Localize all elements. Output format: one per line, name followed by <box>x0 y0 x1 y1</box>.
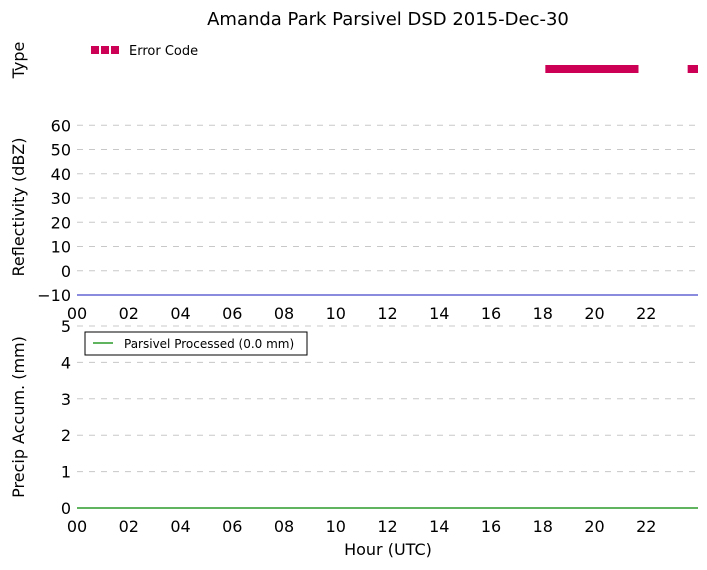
y-tick-label: 30 <box>51 189 71 208</box>
x-tick-label: 00 <box>67 517 87 536</box>
y-tick-label: 0 <box>61 499 71 518</box>
y-tick-label: −10 <box>37 286 71 305</box>
x-tick-label: 12 <box>377 304 397 323</box>
y-tick-label: 20 <box>51 213 71 232</box>
error-legend-swatch <box>111 46 119 54</box>
x-tick-label: 06 <box>222 304 242 323</box>
y-tick-label: 0 <box>61 262 71 281</box>
error-legend-swatch <box>101 46 109 54</box>
y-tick-label: 50 <box>51 141 71 160</box>
x-tick-label: 14 <box>429 517 449 536</box>
x-tick-label: 06 <box>222 517 242 536</box>
x-tick-label: 00 <box>67 304 87 323</box>
y-tick-label: 60 <box>51 116 71 135</box>
error-code-bar <box>687 65 698 73</box>
y-tick-label: 5 <box>61 317 71 336</box>
type-panel: Type Error Code <box>9 42 698 80</box>
error-code-bars <box>545 65 698 73</box>
y-tick-label: 1 <box>61 463 71 482</box>
precip-legend: Parsivel Processed (0.0 mm) <box>84 331 308 356</box>
x-tick-label: 20 <box>584 517 604 536</box>
x-tick-label: 18 <box>533 517 553 536</box>
reflectivity-y-ticks: 60 50 40 30 20 10 0 −10 <box>37 116 71 305</box>
reflectivity-grid <box>77 124 698 296</box>
precip-ylabel: Precip Accum. (mm) <box>9 336 28 498</box>
error-legend-swatch <box>91 46 99 54</box>
precip-legend-box <box>84 331 308 356</box>
x-tick-label: 18 <box>533 304 553 323</box>
x-tick-label: 22 <box>636 517 656 536</box>
x-tick-label: 04 <box>170 517 190 536</box>
x-tick-label: 10 <box>326 304 346 323</box>
reflectivity-x-ticks: 00 02 04 06 08 10 12 14 16 18 20 22 <box>67 304 657 323</box>
precip-legend-label: Parsivel Processed (0.0 mm) <box>124 337 294 351</box>
y-tick-label: 2 <box>61 426 71 445</box>
x-axis-label: Hour (UTC) <box>344 540 432 559</box>
x-tick-label: 14 <box>429 304 449 323</box>
error-code-bar <box>545 65 639 73</box>
chart-title: Amanda Park Parsivel DSD 2015-Dec-30 <box>207 9 569 30</box>
precip-x-ticks: 00 02 04 06 08 10 12 14 16 18 20 22 <box>67 517 657 536</box>
x-tick-label: 10 <box>326 517 346 536</box>
x-tick-label: 02 <box>119 517 139 536</box>
x-tick-label: 16 <box>481 304 501 323</box>
x-tick-label: 20 <box>584 304 604 323</box>
x-tick-label: 08 <box>274 304 294 323</box>
x-tick-label: 08 <box>274 517 294 536</box>
type-legend: Error Code <box>91 44 198 59</box>
y-tick-label: 40 <box>51 165 71 184</box>
y-tick-label: 3 <box>61 390 71 409</box>
x-tick-label: 22 <box>636 304 656 323</box>
reflectivity-panel: Reflectivity (dBZ) 60 50 40 30 20 10 0 −10 00 02… <box>9 116 698 323</box>
precip-y-ticks: 5 4 3 2 1 0 <box>61 317 71 518</box>
reflectivity-ylabel: Reflectivity (dBZ) <box>9 138 28 277</box>
y-tick-label: 10 <box>51 238 71 257</box>
x-tick-label: 02 <box>119 304 139 323</box>
x-tick-label: 12 <box>377 517 397 536</box>
y-tick-label: 4 <box>61 353 71 372</box>
x-tick-label: 04 <box>170 304 190 323</box>
error-legend-label: Error Code <box>129 44 198 59</box>
x-tick-label: 16 <box>481 517 501 536</box>
type-ylabel: Type <box>9 42 28 80</box>
